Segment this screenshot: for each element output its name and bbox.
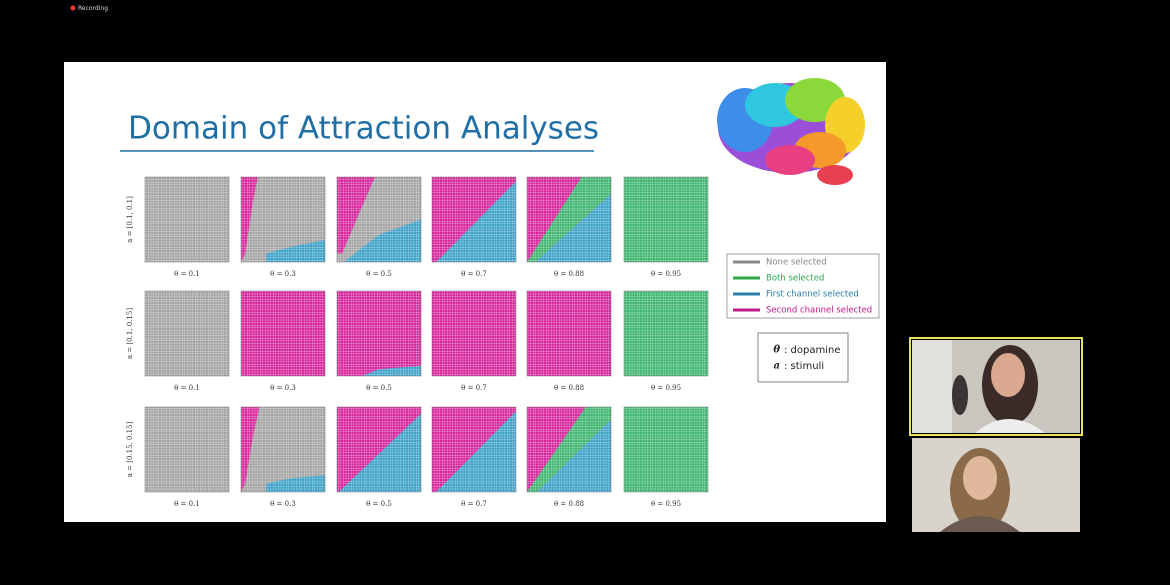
panel	[144, 176, 230, 263]
row-label: a = [0.1, 0.1]	[126, 196, 134, 243]
shared-video	[906, 40, 1088, 335]
row-label: a = [0.15, 0.15]	[126, 421, 134, 477]
panel	[144, 290, 230, 377]
panel-label: θ = 0.3	[270, 384, 296, 392]
panel	[336, 176, 422, 263]
notes-box	[757, 332, 849, 383]
participant-video	[912, 438, 1080, 532]
panel	[336, 290, 422, 377]
panel-frame	[144, 406, 230, 493]
panel-label: θ = 0.7	[461, 270, 487, 278]
panel-grid	[241, 177, 325, 262]
panel	[526, 290, 612, 377]
panel-grid	[432, 291, 516, 376]
recording-dot	[70, 5, 76, 11]
panel	[144, 406, 230, 493]
panel-label: θ = 0.88	[554, 270, 584, 278]
panel	[526, 406, 612, 493]
panel-label: θ = 0.5	[366, 500, 392, 508]
panel-frame	[240, 176, 326, 263]
panel-grid	[337, 407, 421, 492]
panel-frame	[431, 176, 517, 263]
recording-label: Recording	[78, 5, 108, 12]
panel-frame	[623, 406, 709, 493]
note-text: : stimuli	[784, 361, 824, 372]
panel	[623, 176, 709, 263]
panel-label: θ = 0.1	[174, 384, 200, 392]
panel-grid	[241, 291, 325, 376]
row-label: a = [0.1, 0.15]	[126, 308, 134, 359]
panel-frame	[431, 290, 517, 377]
panel-frame	[336, 176, 422, 263]
panel-label: θ = 0.3	[270, 270, 296, 278]
panel-grid	[624, 291, 708, 376]
panel	[240, 290, 326, 377]
panel-frame	[431, 406, 517, 493]
panel-grid	[145, 407, 229, 492]
legend-box	[726, 253, 880, 319]
panel-label: θ = 0.95	[651, 500, 681, 508]
panel-grid	[432, 177, 516, 262]
panel-frame	[144, 176, 230, 263]
panel	[336, 406, 422, 493]
legend-label: Second channel selected	[766, 306, 872, 316]
panel-label: θ = 0.88	[554, 384, 584, 392]
panel-frame	[240, 290, 326, 377]
panel-grid	[624, 407, 708, 492]
panel-grid	[527, 407, 611, 492]
legend-label: None selected	[766, 258, 827, 268]
panel-frame	[336, 406, 422, 493]
panel-grid	[337, 291, 421, 376]
panel-grid	[624, 177, 708, 262]
panel	[240, 176, 326, 263]
brain-image	[717, 78, 865, 185]
panel	[623, 290, 709, 377]
panel	[431, 290, 517, 377]
panel-frame	[623, 290, 709, 377]
panel	[623, 406, 709, 493]
participant-video	[912, 340, 1080, 433]
panel-label: θ = 0.5	[366, 384, 392, 392]
panel-label: θ = 0.1	[174, 270, 200, 278]
legend-label: Both selected	[766, 274, 824, 284]
panel-frame	[526, 406, 612, 493]
note-symbol: a	[774, 361, 780, 372]
panel-label: θ = 0.95	[651, 270, 681, 278]
panel-label: θ = 0.3	[270, 500, 296, 508]
panel-grid	[337, 177, 421, 262]
panel-frame	[144, 290, 230, 377]
panel-label: θ = 0.5	[366, 270, 392, 278]
panel-grid	[145, 291, 229, 376]
panel	[240, 406, 326, 493]
panel-label: θ = 0.7	[461, 384, 487, 392]
panel-frame	[623, 176, 709, 263]
panel-grid	[241, 407, 325, 492]
panel	[431, 176, 517, 263]
panel-label: θ = 0.1	[174, 500, 200, 508]
panel-label: θ = 0.95	[651, 384, 681, 392]
slide-title: Domain of Attraction Analyses	[128, 111, 599, 147]
panel-frame	[336, 290, 422, 377]
active-speaker-frame	[909, 337, 1083, 436]
panel-grid	[145, 177, 229, 262]
note-text: : dopamine	[784, 345, 841, 356]
panel-grid	[527, 291, 611, 376]
panel-frame	[526, 176, 612, 263]
panel-label: θ = 0.7	[461, 500, 487, 508]
panel-frame	[240, 406, 326, 493]
panel-grid	[527, 177, 611, 262]
panel-grid	[432, 407, 516, 492]
panel-frame	[526, 290, 612, 377]
legend-label: First channel selected	[766, 290, 859, 300]
panel	[431, 406, 517, 493]
note-symbol: θ	[773, 345, 780, 356]
panel-label: θ = 0.88	[554, 500, 584, 508]
panel	[526, 176, 612, 263]
